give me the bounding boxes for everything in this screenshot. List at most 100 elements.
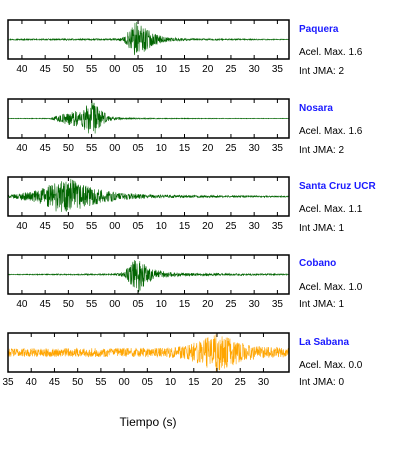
acel-max: Acel. Max. 0.0 (299, 360, 362, 371)
x-tick-label: 40 (16, 143, 28, 154)
waveform-line (8, 334, 289, 372)
x-tick-label: 15 (179, 143, 191, 154)
x-tick-label: 20 (202, 221, 214, 232)
x-tick-label: 25 (225, 221, 237, 232)
x-tick-label: 30 (249, 143, 261, 154)
x-tick-label: 10 (156, 64, 168, 75)
x-tick-label: 10 (156, 143, 168, 154)
x-tick-label: 10 (156, 299, 168, 310)
x-tick-label: 30 (249, 64, 261, 75)
x-tick-label: 30 (249, 299, 261, 310)
panel-la-sabana: 35 40 45 50 55 00 05 10 15 20 25 30 (2, 332, 290, 388)
x-tick-label: 45 (40, 221, 52, 232)
plot-frame (7, 332, 290, 373)
waveform-line (8, 178, 289, 213)
x-tick-label: 00 (109, 64, 121, 75)
plot-frame (7, 254, 290, 295)
x-tick-label: 55 (95, 377, 107, 388)
x-tick-label: 15 (188, 377, 200, 388)
x-tick-label: 40 (16, 64, 28, 75)
acel-max-label: Acel. Max. (299, 126, 346, 137)
x-tick-label: 10 (156, 221, 168, 232)
int-jma-value: 2 (338, 145, 345, 156)
int-jma: Int JMA: 2 (299, 66, 344, 77)
int-jma: Int JMA: 2 (299, 145, 344, 156)
int-jma-label: Int JMA: (299, 299, 336, 310)
x-tick-label: 40 (26, 377, 38, 388)
x-tick-label: 25 (225, 299, 237, 310)
panel-nosara: 40 45 50 55 00 05 10 15 20 25 30 35 (7, 98, 290, 154)
x-tick-label: 30 (249, 221, 261, 232)
x-tick-label: 05 (132, 143, 144, 154)
station-name: Nosara (299, 103, 333, 114)
int-jma-label: Int JMA: (299, 377, 336, 388)
waveform-line (8, 21, 289, 56)
x-tick-label: 20 (202, 299, 214, 310)
panel-cobano: 40 45 50 55 00 05 10 15 20 25 30 35 (7, 254, 290, 310)
x-tick-label: 50 (63, 143, 75, 154)
x-tick-label: 40 (16, 299, 28, 310)
waveform-line (8, 100, 289, 134)
x-tick-label: 25 (225, 64, 237, 75)
waveform-line (8, 260, 289, 293)
acel-max-value: 1.1 (348, 204, 363, 215)
x-tick-label: 15 (179, 299, 191, 310)
int-jma-value: 0 (338, 377, 345, 388)
x-tick-label: 15 (179, 221, 191, 232)
int-jma: Int JMA: 0 (299, 377, 344, 388)
x-tick-label: 25 (225, 143, 237, 154)
x-tick-label: 45 (49, 377, 61, 388)
acel-max-value: 0.0 (348, 360, 363, 371)
x-tick-label: 05 (132, 64, 144, 75)
x-tick-label: 00 (109, 221, 121, 232)
x-tick-label: 55 (86, 64, 98, 75)
acel-max-value: 1.6 (348, 47, 363, 58)
plot-frame (7, 176, 290, 217)
x-tick-label: 50 (63, 299, 75, 310)
acel-max-label: Acel. Max. (299, 47, 346, 58)
acel-max-label: Acel. Max. (299, 282, 346, 293)
x-tick-label: 10 (165, 377, 177, 388)
x-tick-label: 35 (272, 299, 284, 310)
int-jma-label: Int JMA: (299, 223, 336, 234)
x-tick-label: 45 (40, 299, 52, 310)
acel-max-value: 1.6 (348, 126, 363, 137)
panel-paquera: 40 45 50 55 00 05 10 15 20 25 30 35 (7, 19, 290, 75)
acel-max-value: 1.0 (348, 282, 363, 293)
x-tick-label: 55 (86, 299, 98, 310)
x-tick-label: 00 (119, 377, 131, 388)
int-jma-value: 2 (338, 66, 345, 77)
int-jma-value: 1 (338, 223, 345, 234)
plot-frame (7, 19, 290, 60)
x-tick-label: 35 (272, 143, 284, 154)
x-tick-label: 55 (86, 221, 98, 232)
acel-max: Acel. Max. 1.0 (299, 282, 362, 293)
x-tick-label: 45 (40, 64, 52, 75)
x-tick-label: 50 (72, 377, 84, 388)
acel-max-label: Acel. Max. (299, 204, 346, 215)
x-tick-label: 00 (109, 299, 121, 310)
station-name: Santa Cruz UCR (299, 181, 376, 192)
x-tick-label: 50 (63, 64, 75, 75)
acel-max: Acel. Max. 1.1 (299, 204, 362, 215)
x-tick-label: 50 (63, 221, 75, 232)
plot-frame (7, 98, 290, 139)
x-axis-label: Tiempo (s) (120, 415, 177, 429)
x-tick-label: 15 (179, 64, 191, 75)
x-tick-label: 05 (142, 377, 154, 388)
station-name: Cobano (299, 258, 337, 269)
station-name: La Sabana (299, 337, 350, 348)
x-tick-label: 20 (202, 64, 214, 75)
x-tick-label: 55 (86, 143, 98, 154)
acel-max: Acel. Max. 1.6 (299, 126, 362, 137)
x-tick-label: 35 (272, 64, 284, 75)
int-jma-label: Int JMA: (299, 145, 336, 156)
x-tick-label: 35 (272, 221, 284, 232)
x-tick-label: 25 (235, 377, 247, 388)
x-tick-label: 05 (132, 299, 144, 310)
panel-santa-cruz-ucr: 40 45 50 55 00 05 10 15 20 25 30 35 (7, 176, 290, 232)
x-tick-label: 40 (16, 221, 28, 232)
x-tick-label: 45 (40, 143, 52, 154)
x-tick-label: 35 (2, 377, 14, 388)
